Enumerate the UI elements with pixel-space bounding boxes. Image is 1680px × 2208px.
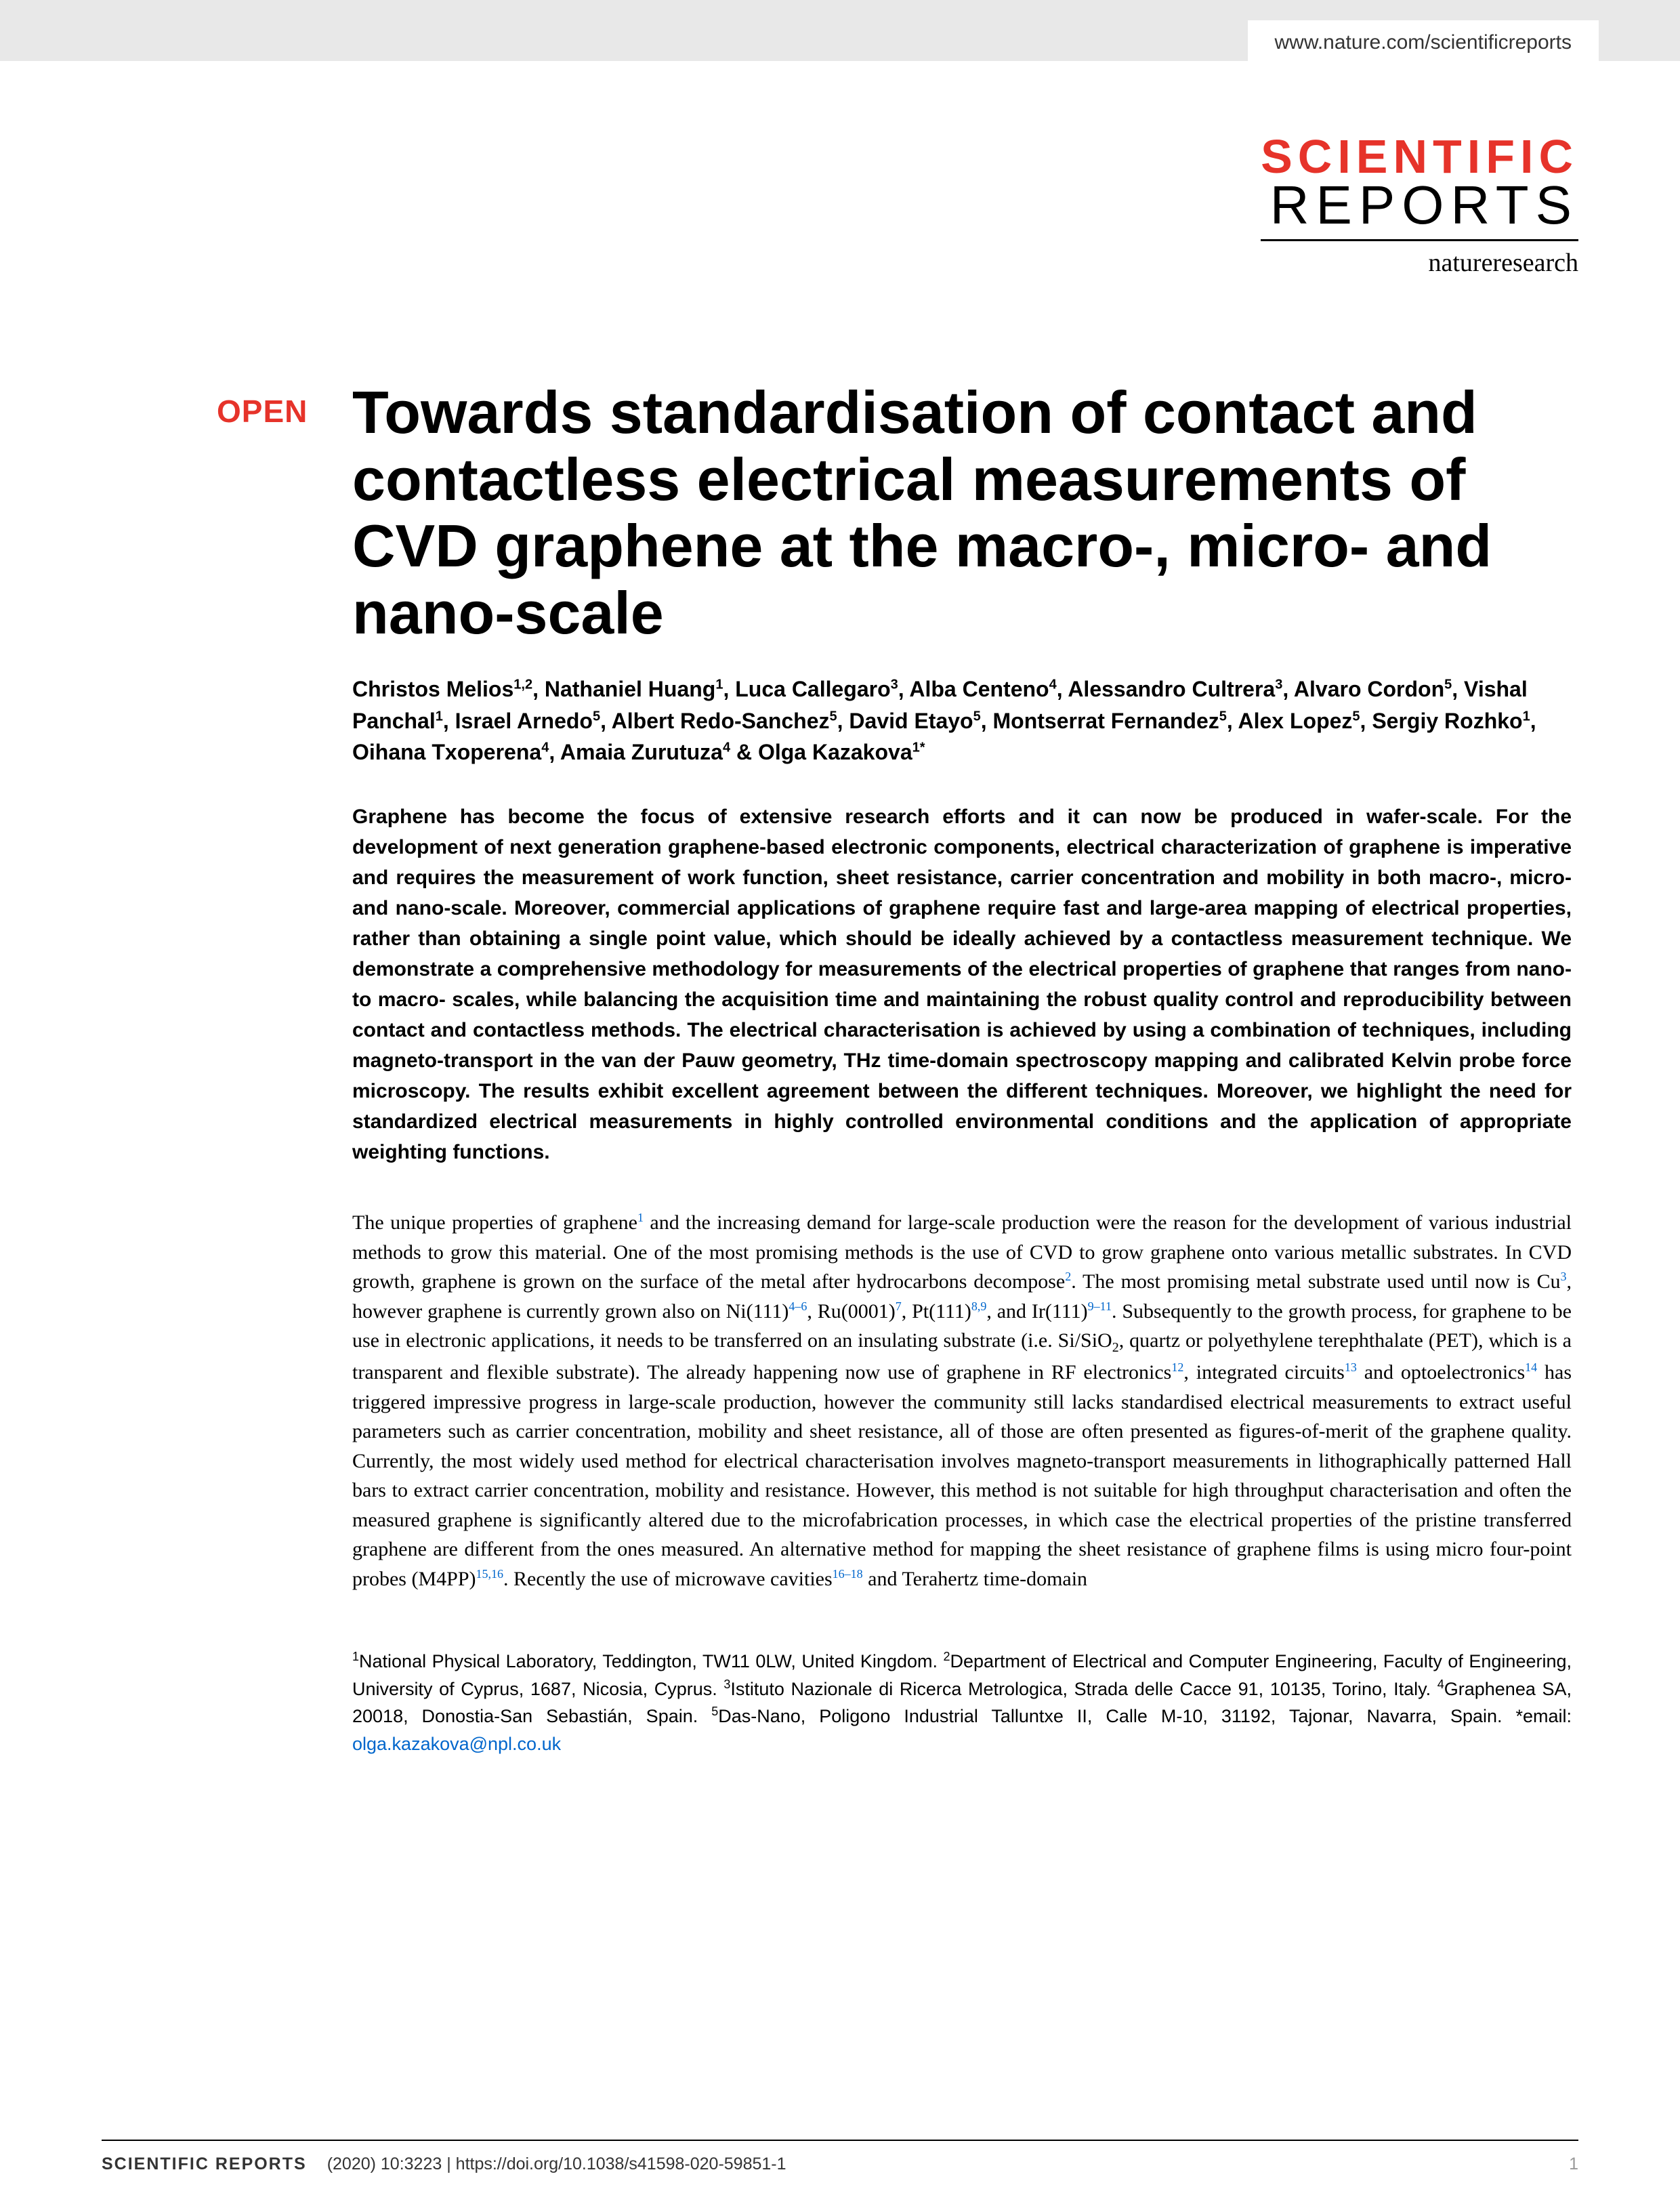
header-bar: www.nature.com/scientificreports <box>0 0 1680 61</box>
open-access-badge: OPEN <box>217 393 308 430</box>
article-content: Towards standardisation of contact and c… <box>352 379 1572 1757</box>
logo-line1: SCIENTIFIC <box>1261 136 1578 178</box>
journal-logo: SCIENTIFIC REPORTS natureresearch <box>1261 136 1578 278</box>
footer-left: SCIENTIFIC REPORTS (2020) 10:3223 | http… <box>102 2154 786 2174</box>
article-title: Towards standardisation of contact and c… <box>352 379 1572 646</box>
logo-subtitle: natureresearch <box>1261 248 1578 278</box>
footer-citation: (2020) 10:3223 | https://doi.org/10.1038… <box>327 2154 786 2174</box>
author-list: Christos Melios1,2, Nathaniel Huang1, Lu… <box>352 673 1572 768</box>
footer-year-volume: (2020) 10:3223 <box>327 2154 447 2173</box>
logo-line2: REPORTS <box>1261 178 1578 241</box>
journal-url: www.nature.com/scientificreports <box>1248 20 1599 65</box>
body-paragraph: The unique properties of graphene1 and t… <box>352 1208 1572 1593</box>
footer-journal: SCIENTIFIC REPORTS <box>102 2154 307 2174</box>
abstract: Graphene has become the focus of extensi… <box>352 801 1572 1167</box>
affiliations: 1National Physical Laboratory, Teddingto… <box>352 1648 1572 1757</box>
page-footer: SCIENTIFIC REPORTS (2020) 10:3223 | http… <box>102 2140 1578 2174</box>
page-number: 1 <box>1569 2154 1578 2174</box>
footer-doi: | https://doi.org/10.1038/s41598-020-598… <box>446 2154 786 2173</box>
